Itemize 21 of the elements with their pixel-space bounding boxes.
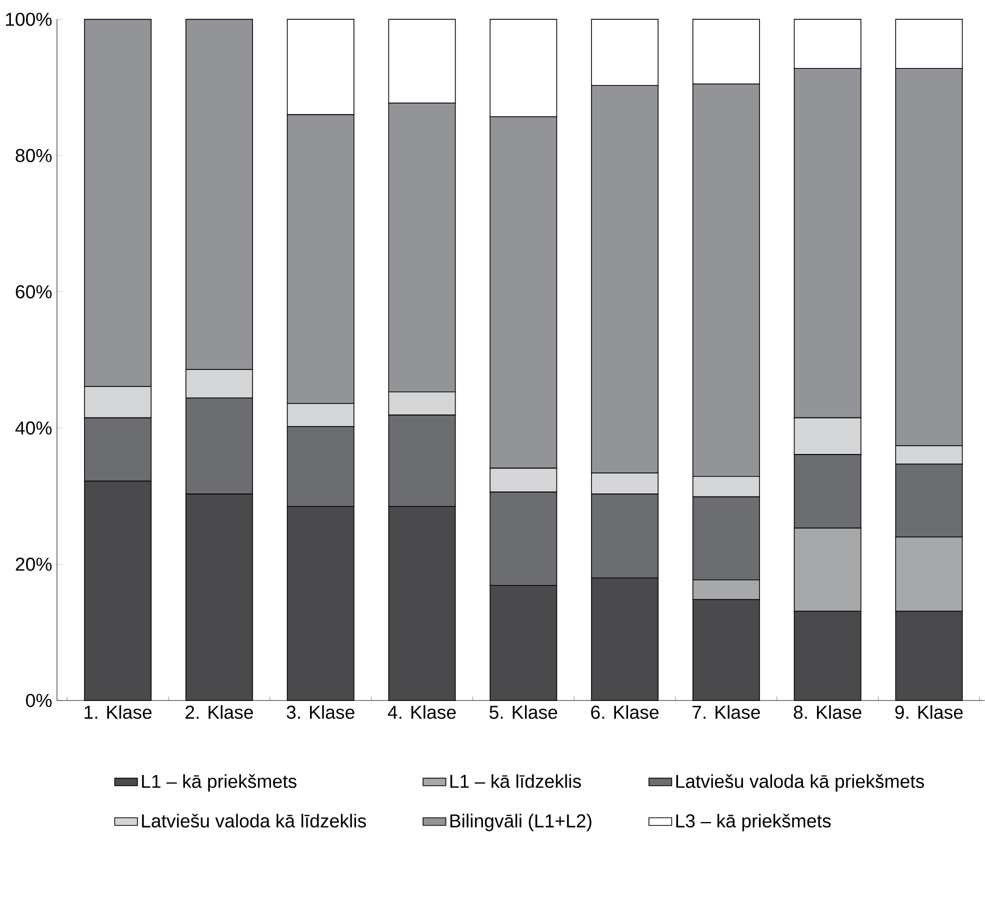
legend-label: Latviešu valoda kā priekšmets bbox=[676, 774, 924, 792]
x-tick-label: 4. Klase bbox=[388, 705, 456, 720]
y-tick-label: 40% bbox=[15, 422, 52, 435]
x-tick-label: 9. Klase bbox=[895, 705, 963, 720]
y-tick-label: 0% bbox=[26, 694, 52, 708]
y-tick-label: 20% bbox=[16, 558, 52, 571]
x-tick-label: 3. Klase bbox=[286, 705, 354, 720]
legend-label: L1 – kā līdzeklis bbox=[450, 774, 581, 788]
x-tick-label: 2. Klase bbox=[186, 705, 253, 720]
legend-label: L1 – kā priekšmets bbox=[142, 774, 296, 792]
y-tick-label: 60% bbox=[16, 285, 52, 299]
x-tick-label: 7. Klase bbox=[692, 705, 760, 720]
legend-label: L3 – kā priekšmets bbox=[676, 814, 831, 832]
y-tick-label: 80% bbox=[16, 149, 52, 162]
x-tick-label: 5. Klase bbox=[490, 705, 558, 720]
legend-label: Latviešu valoda kā līdzeklis bbox=[142, 814, 366, 828]
x-tick-label: 8. Klase bbox=[794, 705, 862, 720]
x-tick-label: 6. Klase bbox=[591, 705, 659, 720]
legend-label: Bilingvāli (L1+L2) bbox=[450, 814, 592, 832]
y-tick-label: 100% bbox=[6, 12, 52, 26]
x-tick-label: 1. Klase bbox=[84, 705, 152, 720]
